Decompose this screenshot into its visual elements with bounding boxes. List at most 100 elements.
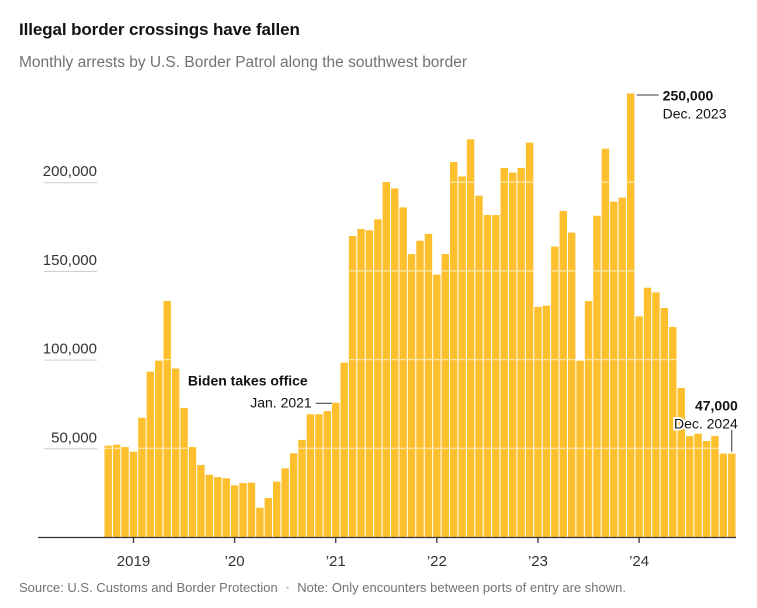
bar-2023-12 <box>626 93 635 537</box>
annotation-title: 47,000 <box>695 398 738 414</box>
y-tick-label: 50,000 <box>51 429 97 446</box>
bar-2022-06 <box>475 195 483 537</box>
bar-2024-03 <box>652 292 660 537</box>
bar-2023-02 <box>542 305 551 537</box>
bar-2023-08 <box>593 215 601 538</box>
bar-2019-05 <box>163 301 171 537</box>
bar-2024-09 <box>702 441 711 537</box>
x-tick-label: 2019 <box>117 553 150 570</box>
bar-2020-03 <box>247 482 256 537</box>
y-tick-label: 150,000 <box>43 252 97 269</box>
bar-2023-10 <box>610 201 618 537</box>
bar-2020-12 <box>323 411 332 537</box>
bar-2021-11 <box>416 240 424 538</box>
bar-2023-07 <box>584 301 593 537</box>
bar-2024-12 <box>728 453 736 537</box>
bar-2021-05 <box>365 230 374 537</box>
data-note: Note: Only encounters between ports of e… <box>297 580 626 595</box>
bar-2024-10 <box>711 436 719 537</box>
bar-2019-01 <box>129 451 138 537</box>
separator-dot: • <box>285 583 290 594</box>
bar-2020-05 <box>264 497 273 537</box>
bar-2019-10 <box>205 474 214 537</box>
bar-2021-12 <box>424 233 433 537</box>
bar-2020-07 <box>281 468 289 537</box>
bar-2019-02 <box>138 417 146 537</box>
x-tick-label: ’20 <box>225 553 245 570</box>
bar-2021-01 <box>332 402 340 537</box>
bar-2018-11 <box>112 444 121 537</box>
x-tick-label: ’24 <box>629 553 649 570</box>
bar-2021-04 <box>357 229 365 537</box>
bar-2021-02 <box>340 362 348 537</box>
bar-2023-09 <box>601 148 610 538</box>
bar-2022-07 <box>483 215 492 537</box>
bar-2024-05 <box>669 326 677 537</box>
bar-2024-02 <box>643 287 652 537</box>
bar-2022-09 <box>500 168 508 537</box>
bar-2021-03 <box>348 235 357 537</box>
bar-2019-08 <box>188 447 197 537</box>
bar-2024-08 <box>694 433 702 537</box>
annotation-label: Jan. 2021 <box>250 395 312 411</box>
bar-2024-01 <box>635 316 643 537</box>
bar-2022-01 <box>433 274 441 537</box>
bar-2023-04 <box>559 210 567 537</box>
bar-2020-09 <box>298 439 306 537</box>
bar-2022-10 <box>508 172 517 537</box>
y-axis-labels: 50,000 100,000 150,000 200,000 <box>43 163 97 450</box>
bar-2020-02 <box>239 483 247 537</box>
chart-footer: Source: U.S. Customs and Border Protecti… <box>19 580 626 595</box>
bar-2019-09 <box>197 464 205 537</box>
bar-2022-03 <box>449 161 458 538</box>
bar-2023-03 <box>551 246 559 537</box>
bar-2022-11 <box>517 168 525 537</box>
bar-2022-05 <box>466 139 475 537</box>
source-note: Source: U.S. Customs and Border Protecti… <box>19 580 278 595</box>
bar-2024-04 <box>660 307 669 537</box>
bar-2018-12 <box>121 447 129 537</box>
annotation-label: Dec. 2024 <box>674 416 738 432</box>
bar-2024-11 <box>719 453 728 537</box>
chart-title: Illegal border crossings have fallen <box>19 20 300 39</box>
annotation-title: 250,000 <box>663 88 714 104</box>
bar-2021-10 <box>407 254 416 538</box>
bar-2020-08 <box>289 453 298 537</box>
x-tick-label: ’22 <box>427 553 447 570</box>
bar-2022-02 <box>441 254 449 538</box>
y-tick-label: 200,000 <box>43 163 97 180</box>
bar-2022-08 <box>492 215 500 537</box>
bar-2023-01 <box>534 306 542 537</box>
x-tick-label: ’21 <box>326 553 346 570</box>
bar-2019-07 <box>180 408 188 537</box>
bars <box>104 93 736 538</box>
gridlines-on-bars <box>104 181 720 449</box>
bar-2018-10 <box>104 445 112 537</box>
annotations: Biden takes office Jan. 2021 250,000 Dec. 2… <box>186 88 740 452</box>
bar-2023-11 <box>618 197 626 537</box>
bar-2020-06 <box>273 481 281 537</box>
bar-2019-06 <box>171 368 180 537</box>
bar-2020-01 <box>230 485 239 537</box>
bar-2020-04 <box>256 507 264 537</box>
bar-2022-04 <box>458 176 466 537</box>
annotation-label: Dec. 2023 <box>663 106 727 122</box>
bar-2024-07 <box>685 436 694 537</box>
bar-2022-12 <box>525 142 534 537</box>
bar-2020-10 <box>306 414 315 537</box>
y-tick-label: 100,000 <box>43 341 97 358</box>
bar-2021-06 <box>374 219 382 537</box>
bar-2019-11 <box>214 477 222 537</box>
bar-2021-09 <box>399 207 407 537</box>
bar-2019-12 <box>222 478 230 537</box>
x-tick-label: ’23 <box>528 553 548 570</box>
bar-2021-08 <box>391 188 399 537</box>
bar-2023-05 <box>567 232 576 537</box>
bar-2019-03 <box>146 371 155 537</box>
x-axis-ticks: 2019 ’20 ’21 ’22 ’23 ’24 <box>117 537 649 570</box>
bar-2024-06 <box>677 387 685 537</box>
bar-2020-11 <box>315 414 323 537</box>
annotation-title: Biden takes office <box>188 373 308 389</box>
chart-subtitle: Monthly arrests by U.S. Border Patrol al… <box>19 54 467 71</box>
